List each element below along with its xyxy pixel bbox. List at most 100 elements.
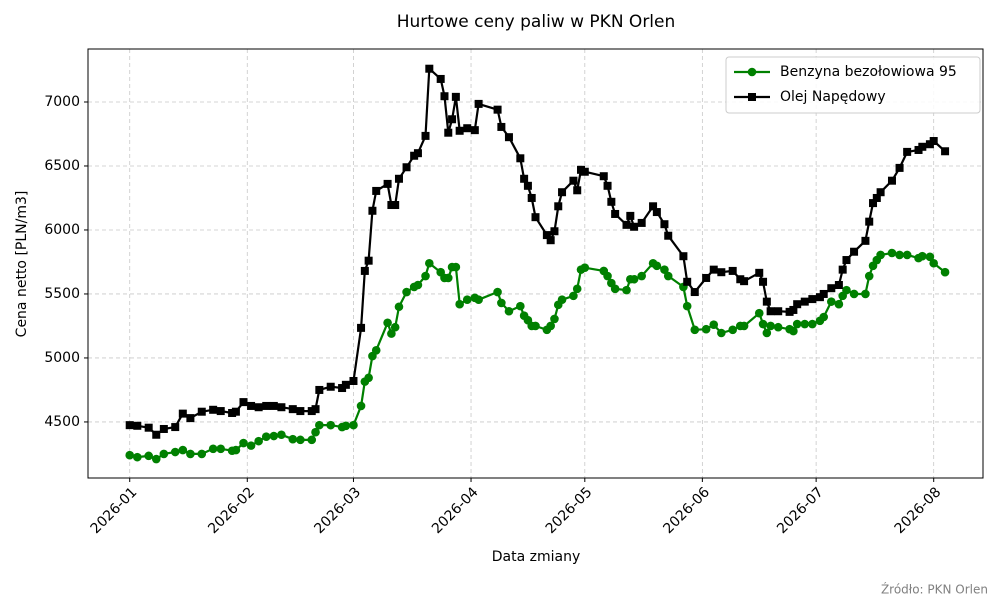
marker	[231, 407, 240, 416]
marker	[758, 319, 768, 329]
legend-marker	[747, 67, 757, 77]
marker	[580, 263, 590, 273]
marker	[144, 423, 153, 432]
marker	[208, 444, 218, 454]
marker	[773, 322, 783, 332]
marker	[125, 450, 135, 460]
marker	[572, 284, 582, 294]
marker	[925, 252, 935, 262]
marker	[683, 277, 692, 286]
marker	[360, 266, 369, 275]
marker	[861, 236, 870, 245]
marker	[368, 206, 377, 215]
marker	[497, 298, 506, 308]
marker	[311, 405, 320, 414]
marker	[364, 373, 373, 383]
marker	[463, 124, 472, 133]
marker	[679, 252, 688, 261]
marker	[402, 163, 411, 172]
y-tick-label: 4500	[44, 414, 80, 430]
marker	[819, 312, 829, 322]
marker	[660, 265, 669, 274]
marker	[664, 231, 673, 240]
marker	[421, 131, 430, 140]
marker	[573, 186, 582, 195]
marker	[789, 305, 798, 314]
y-tick-label: 6500	[44, 158, 80, 174]
y-tick-label: 6000	[44, 222, 80, 238]
marker	[531, 321, 540, 331]
marker	[728, 325, 738, 335]
marker	[895, 250, 904, 260]
marker	[690, 325, 700, 335]
marker	[493, 287, 502, 297]
marker	[792, 319, 802, 329]
marker	[311, 427, 320, 437]
marker	[443, 273, 453, 283]
marker	[171, 423, 180, 432]
marker	[144, 451, 153, 461]
marker	[296, 435, 305, 445]
marker	[383, 318, 392, 328]
marker	[861, 289, 870, 299]
marker	[740, 277, 749, 286]
legend-label: Benzyna bezołowiowa 95	[780, 64, 957, 80]
marker	[603, 181, 612, 190]
marker	[254, 403, 263, 412]
marker	[872, 193, 881, 202]
marker	[660, 220, 669, 229]
marker	[690, 288, 699, 297]
marker	[133, 421, 142, 430]
marker	[629, 274, 639, 284]
marker	[497, 122, 506, 131]
marker	[827, 297, 836, 306]
marker	[307, 435, 317, 445]
marker	[451, 92, 460, 101]
marker	[800, 297, 809, 306]
marker	[759, 277, 768, 286]
marker	[470, 126, 479, 135]
marker	[516, 154, 525, 163]
marker	[178, 409, 187, 418]
marker	[887, 248, 897, 258]
legend-box	[725, 56, 981, 114]
marker	[170, 447, 180, 457]
marker	[269, 401, 278, 410]
marker	[216, 407, 225, 416]
marker	[869, 199, 878, 208]
marker	[448, 115, 457, 124]
marker	[159, 449, 169, 459]
marker	[413, 149, 422, 158]
marker	[941, 147, 950, 156]
marker	[876, 250, 885, 260]
marker	[520, 174, 529, 183]
marker	[387, 329, 396, 338]
marker	[557, 295, 567, 305]
marker	[394, 174, 403, 183]
marker	[425, 64, 434, 73]
marker	[391, 201, 400, 210]
marker	[652, 261, 662, 271]
marker	[918, 251, 927, 261]
marker	[838, 265, 847, 274]
chart-title: Hurtowe ceny paliw w PKN Orlen	[397, 12, 676, 32]
marker	[637, 271, 646, 281]
marker	[637, 218, 646, 227]
marker	[607, 197, 616, 206]
marker	[864, 271, 874, 281]
marker	[580, 167, 589, 176]
marker	[262, 401, 271, 410]
marker	[709, 320, 719, 329]
marker	[762, 297, 771, 306]
x-axis-label: Data zmiany	[492, 549, 581, 565]
marker	[455, 126, 464, 135]
marker	[341, 380, 350, 389]
marker	[390, 322, 400, 332]
marker	[394, 302, 404, 312]
marker	[197, 407, 206, 416]
marker	[702, 273, 711, 282]
marker	[288, 405, 297, 414]
marker	[603, 271, 612, 281]
marker	[652, 208, 661, 217]
